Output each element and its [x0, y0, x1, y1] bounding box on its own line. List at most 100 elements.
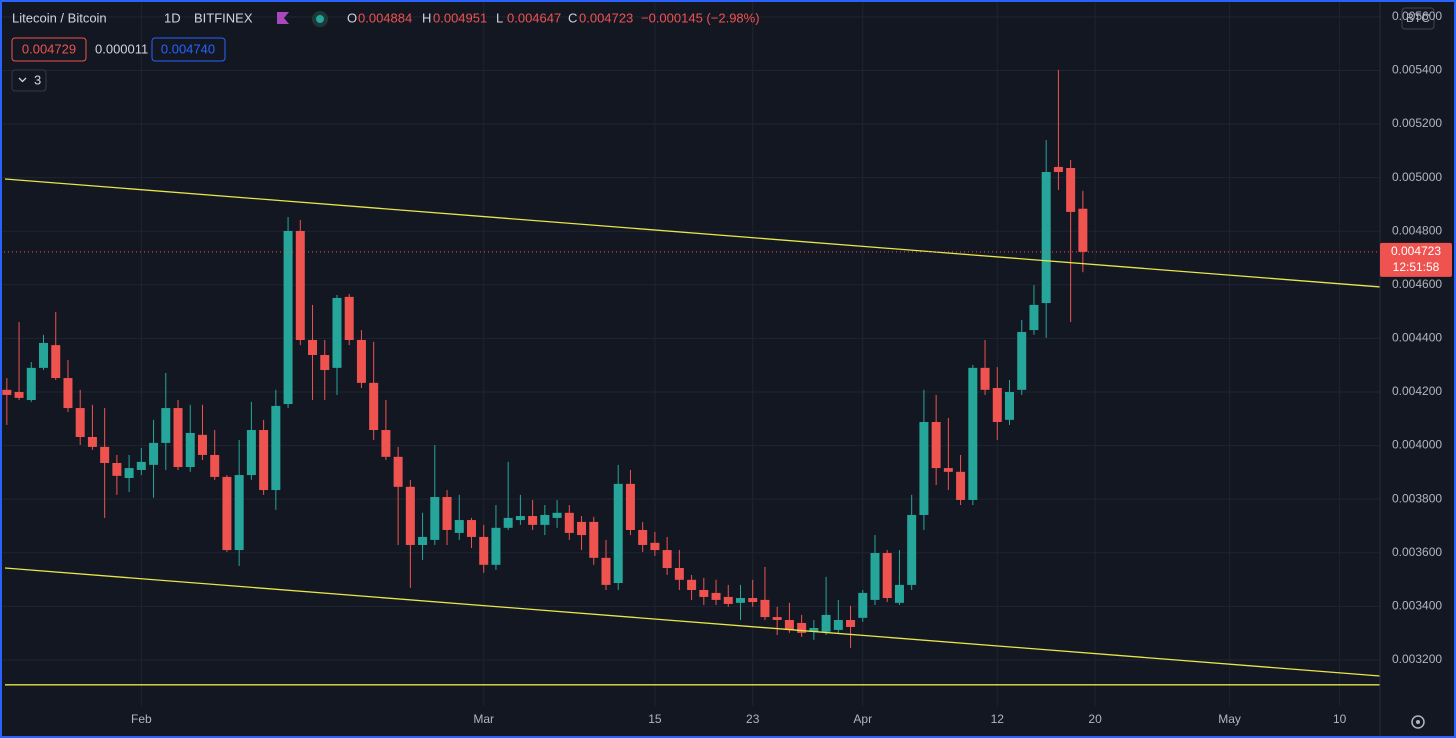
candle-body	[320, 355, 330, 371]
x-tick-label: Apr	[853, 712, 872, 726]
trendline	[4, 567, 1381, 677]
candle-body	[418, 536, 428, 545]
ohlc-value: 0.004884	[358, 10, 412, 25]
candle-body	[454, 520, 464, 533]
candle-body	[491, 527, 501, 565]
candle-body	[833, 619, 843, 630]
candle-body	[344, 296, 354, 341]
trendline	[4, 178, 1381, 288]
candle-body	[515, 516, 525, 521]
candle-body	[124, 468, 134, 478]
candle-body	[540, 514, 550, 525]
candle-body	[1029, 304, 1039, 331]
grid	[0, 0, 1380, 706]
y-tick-label: 0.005000	[1392, 170, 1442, 184]
candle-body	[1041, 172, 1051, 304]
candle-body	[1005, 391, 1015, 420]
candle-body	[784, 619, 794, 630]
candle-body	[1017, 331, 1027, 390]
settings-icon[interactable]	[1411, 715, 1425, 729]
plot-area	[0, 69, 1381, 686]
candle-body	[149, 442, 159, 465]
candle-body	[601, 557, 611, 585]
candle-body	[308, 340, 318, 356]
candle-body	[405, 486, 415, 545]
ohlc-key: H	[422, 10, 431, 25]
candle-body	[185, 432, 195, 468]
candle-body	[1053, 166, 1063, 173]
candle-body	[711, 592, 721, 600]
bid: 0.004729	[22, 41, 76, 56]
y-tick-label: 0.004800	[1392, 223, 1442, 237]
candle-body	[772, 617, 782, 620]
candle-body	[479, 536, 489, 565]
candle-body	[674, 568, 684, 580]
candle-body	[173, 408, 183, 468]
indicators-count: 3	[34, 72, 41, 87]
symbol: Litecoin / Bitcoin	[12, 10, 107, 25]
last-price-label: 0.004723	[1391, 244, 1441, 258]
candle-body	[882, 553, 892, 599]
y-tick-label: 0.003200	[1392, 652, 1442, 666]
candle-body	[650, 542, 660, 551]
y-tick-label: 0.005400	[1392, 63, 1442, 77]
candle-body	[528, 516, 538, 525]
candle-body	[75, 408, 85, 437]
candle-body	[735, 598, 745, 603]
candle-body	[332, 297, 342, 368]
ohlc-key: C	[568, 10, 577, 25]
y-tick-label: 0.004000	[1392, 438, 1442, 452]
candle-body	[564, 512, 574, 533]
y-tick-label: 0.004200	[1392, 384, 1442, 398]
candle-body	[466, 520, 476, 537]
indicators-toggle[interactable]	[11, 69, 47, 92]
candle-body	[858, 592, 868, 618]
candle-body	[552, 512, 562, 518]
legend: Litecoin / Bitcoin 1D BITFINEX −0.000145…	[11, 10, 760, 92]
ohlc-key: L	[496, 10, 503, 25]
candle-body	[907, 514, 917, 585]
candle-body	[100, 446, 110, 463]
x-tick-label: 12	[991, 712, 1005, 726]
candle-body	[112, 462, 122, 476]
candle-body	[63, 378, 73, 409]
candle-body	[283, 230, 293, 405]
candle-body	[699, 589, 709, 597]
last-price-tag	[1380, 242, 1452, 277]
candle-body	[662, 550, 672, 569]
candle-body	[980, 367, 990, 390]
countdown: 12:51:58	[1393, 260, 1440, 274]
candle-body	[197, 434, 207, 455]
currency-box[interactable]	[1401, 7, 1435, 30]
candle-body	[589, 521, 599, 558]
candle-body	[356, 340, 366, 383]
settings-icon-center	[1416, 720, 1420, 724]
candle-body	[295, 230, 305, 341]
candle-body	[259, 430, 269, 491]
chevron	[18, 77, 27, 83]
ask-box[interactable]	[151, 37, 226, 62]
candle-body	[870, 553, 880, 600]
candle-body	[943, 468, 953, 472]
candle-body	[87, 436, 97, 447]
ohlc-key: O	[347, 10, 357, 25]
candle-body	[638, 529, 648, 545]
flag-icon[interactable]	[277, 12, 289, 24]
candle-body	[846, 619, 856, 627]
candle-body	[1078, 208, 1088, 252]
y-tick-label: 0.005200	[1392, 116, 1442, 130]
status-dot	[316, 15, 324, 23]
ask: 0.004740	[161, 41, 215, 56]
candle-body	[748, 598, 758, 603]
y-tick-label: 0.004600	[1392, 277, 1442, 291]
ohlc-value: 0.004723	[579, 10, 633, 25]
candle-body	[246, 430, 256, 476]
candle-body	[894, 584, 904, 603]
y-tick-label: 0.005600	[1392, 9, 1442, 23]
bid-box[interactable]	[11, 37, 87, 62]
candle-body	[234, 475, 244, 551]
candle-body	[222, 476, 232, 551]
candle-body	[503, 517, 513, 528]
